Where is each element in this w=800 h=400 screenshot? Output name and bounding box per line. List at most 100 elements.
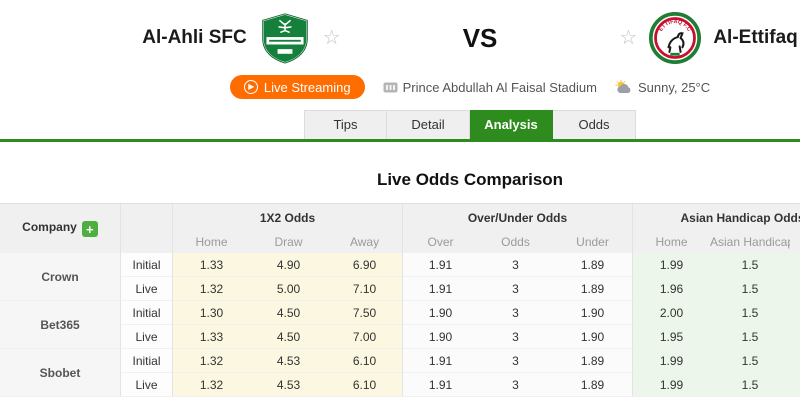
home-team: Al-Ahli SFC ☆: [142, 12, 341, 64]
odds-value: [790, 277, 800, 301]
odds-value: [790, 373, 800, 397]
odds-value: 1.32: [173, 277, 250, 301]
odds-value: 3: [478, 301, 554, 325]
company-name: Sbobet: [0, 349, 121, 397]
odds-value: [790, 325, 800, 349]
away-team-logo: ETTIFAQ F.C: [649, 12, 702, 64]
col-header-over: Over: [403, 231, 479, 253]
home-favorite-star-icon[interactable]: ☆: [322, 27, 341, 49]
row-type: Initial: [121, 349, 173, 373]
group-header-handicap: Asian Handicap Odds: [633, 204, 800, 231]
tab-analysis[interactable]: Analysis: [470, 110, 553, 139]
match-header: Al-Ahli SFC ☆ VS ☆ ETTIFAQ F.C: [0, 8, 800, 68]
tab-detail[interactable]: Detail: [387, 110, 470, 139]
sun-cloud-icon: [615, 80, 631, 93]
odds-value: 1.5: [710, 301, 791, 325]
away-team: ☆ ETTIFAQ F.C Al-Ettifaq: [619, 12, 798, 64]
odds-value: 1.91: [403, 253, 479, 277]
odds-value: 1.32: [173, 349, 250, 373]
odds-value: 1.91: [403, 373, 479, 397]
tab-odds[interactable]: Odds: [553, 110, 636, 139]
odds-value: 1.99: [633, 349, 711, 373]
odds-value: [790, 253, 800, 277]
table-row: Crown Initial 1.33 4.90 6.90 1.91 3 1.89…: [0, 253, 800, 301]
company-name: Bet365: [0, 301, 121, 349]
col-header-home: Home: [173, 231, 250, 253]
odds-value: 1.89: [553, 277, 634, 301]
row-type: Live: [121, 373, 173, 397]
page-content: Al-Ahli SFC ☆ VS ☆ ETTIFAQ F.C: [0, 8, 800, 397]
odds-value: 2.00: [633, 301, 711, 325]
home-team-logo: [261, 12, 308, 64]
col-header-away: Away: [327, 231, 404, 253]
odds-value: 1.33: [173, 253, 250, 277]
table-row: Live 1.33 4.50 7.00 1.90 3 1.90 1.95 1.5: [0, 325, 800, 349]
odds-value: 6.10: [327, 349, 404, 373]
stadium-icon: [383, 82, 398, 92]
col-header-odds: Odds: [478, 231, 554, 253]
row-type: Initial: [121, 301, 173, 325]
page-title: Live Odds Comparison: [376, 170, 564, 189]
odds-value: 4.50: [250, 301, 327, 325]
col-header-ah-handicap: Asian Handicap: [710, 231, 791, 253]
col-header-draw: Draw: [250, 231, 327, 253]
odds-value: 1.5: [710, 277, 791, 301]
odds-value: 1.89: [553, 253, 634, 277]
odds-value: 1.90: [403, 301, 479, 325]
live-odds-table: Company + 1X2 Odds Over/Under Odds Asian …: [0, 203, 800, 397]
odds-value: [790, 349, 800, 373]
company-header: Company +: [0, 204, 121, 253]
odds-value: 5.00: [250, 277, 327, 301]
odds-value: 1.90: [553, 325, 634, 349]
table-row: Bet365 Initial 1.30 4.50 7.50 1.90 3 1.9…: [0, 301, 800, 349]
match-info-row: ▶ Live Streaming Prince Abdullah Al Fais…: [0, 74, 800, 100]
tab-bar: Tips Detail Analysis Odds: [0, 110, 800, 142]
odds-value: 1.5: [710, 253, 791, 277]
odds-value: 7.10: [327, 277, 404, 301]
rowtype-header: [121, 204, 173, 253]
odds-value: 3: [478, 277, 554, 301]
odds-value: 1.91: [403, 277, 479, 301]
vs-label: VS: [462, 22, 498, 53]
odds-value: 6.10: [327, 373, 404, 397]
col-header-ah-home: Home: [633, 231, 711, 253]
col-header-ah-empty: [790, 231, 800, 253]
odds-value: 7.00: [327, 325, 404, 349]
odds-value: 7.50: [327, 301, 404, 325]
odds-value: 1.96: [633, 277, 711, 301]
away-team-name: Al-Ettifaq: [713, 27, 798, 48]
odds-value: 1.91: [403, 349, 479, 373]
col-header-under: Under: [553, 231, 634, 253]
odds-value: 1.95: [633, 325, 711, 349]
group-header-overunder: Over/Under Odds: [403, 204, 634, 231]
odds-value: 1.5: [710, 325, 791, 349]
tab-tips[interactable]: Tips: [304, 110, 387, 139]
weather-text: Sunny, 25°C: [637, 79, 711, 95]
weather-info: Sunny, 25°C: [615, 80, 710, 95]
table-row: Live 1.32 5.00 7.10 1.91 3 1.89 1.96 1.5: [0, 277, 800, 301]
odds-value: 4.90: [250, 253, 327, 277]
odds-value: 1.30: [173, 301, 250, 325]
table-row: Sbobet Initial 1.32 4.53 6.10 1.91 3 1.8…: [0, 349, 800, 397]
odds-value: 3: [478, 349, 554, 373]
odds-value: 1.5: [710, 349, 791, 373]
odds-value: 3: [478, 253, 554, 277]
odds-value: 3: [478, 373, 554, 397]
odds-value: 1.90: [553, 301, 634, 325]
odds-value: 1.89: [553, 373, 634, 397]
away-favorite-star-icon[interactable]: ☆: [619, 27, 638, 49]
group-header-1x2: 1X2 Odds: [173, 204, 404, 231]
odds-value: 1.32: [173, 373, 250, 397]
odds-value: 1.99: [633, 373, 711, 397]
add-company-button[interactable]: +: [81, 221, 98, 238]
row-type: Initial: [121, 253, 173, 277]
play-circle-icon: ▶: [243, 80, 258, 94]
odds-value: [790, 301, 800, 325]
live-streaming-label: Live Streaming: [263, 79, 351, 95]
company-name: Crown: [0, 253, 121, 301]
odds-value: 3: [478, 325, 554, 349]
odds-value: 4.53: [250, 373, 327, 397]
odds-value: 4.50: [250, 325, 327, 349]
stadium-info: Prince Abdullah Al Faisal Stadium: [383, 80, 597, 95]
live-streaming-button[interactable]: ▶ Live Streaming: [229, 75, 365, 99]
